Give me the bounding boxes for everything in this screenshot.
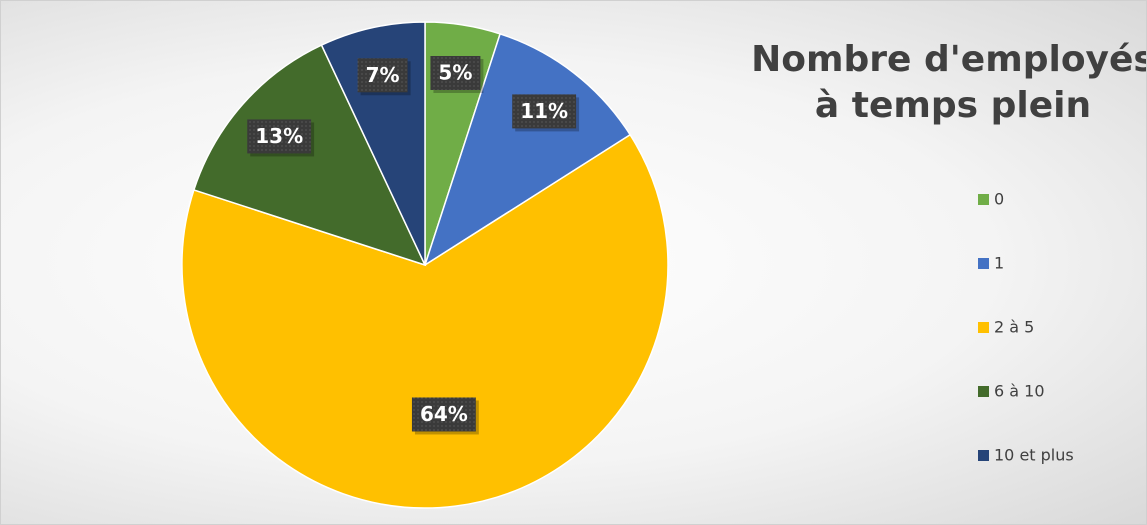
legend-swatch (978, 386, 989, 397)
data-label: 11% (520, 99, 568, 123)
data-label: 7% (366, 63, 400, 87)
data-label-box (357, 58, 408, 93)
data-label: 64% (420, 402, 468, 426)
data-label: 5% (438, 60, 472, 84)
legend-label: 6 à 10 (994, 382, 1045, 401)
pie-slice (192, 44, 427, 267)
data-label-box (411, 397, 476, 432)
data-label-box (512, 94, 577, 129)
data-label: 13% (255, 124, 303, 148)
legend-swatch (978, 194, 989, 205)
legend-label: 0 (994, 190, 1004, 209)
legend-swatch (978, 258, 989, 269)
legend-label: 10 et plus (994, 446, 1074, 465)
data-label-box (430, 55, 481, 90)
legend-label: 2 à 5 (994, 318, 1034, 337)
pie-slice (423, 32, 632, 267)
pie-slice (181, 133, 669, 509)
legend-label: 1 (994, 254, 1004, 273)
legend-swatch (978, 450, 989, 461)
data-label-box (247, 119, 312, 154)
chart-title: Nombre d'employés à temps plein (751, 39, 1147, 126)
legend-swatch (978, 322, 989, 333)
